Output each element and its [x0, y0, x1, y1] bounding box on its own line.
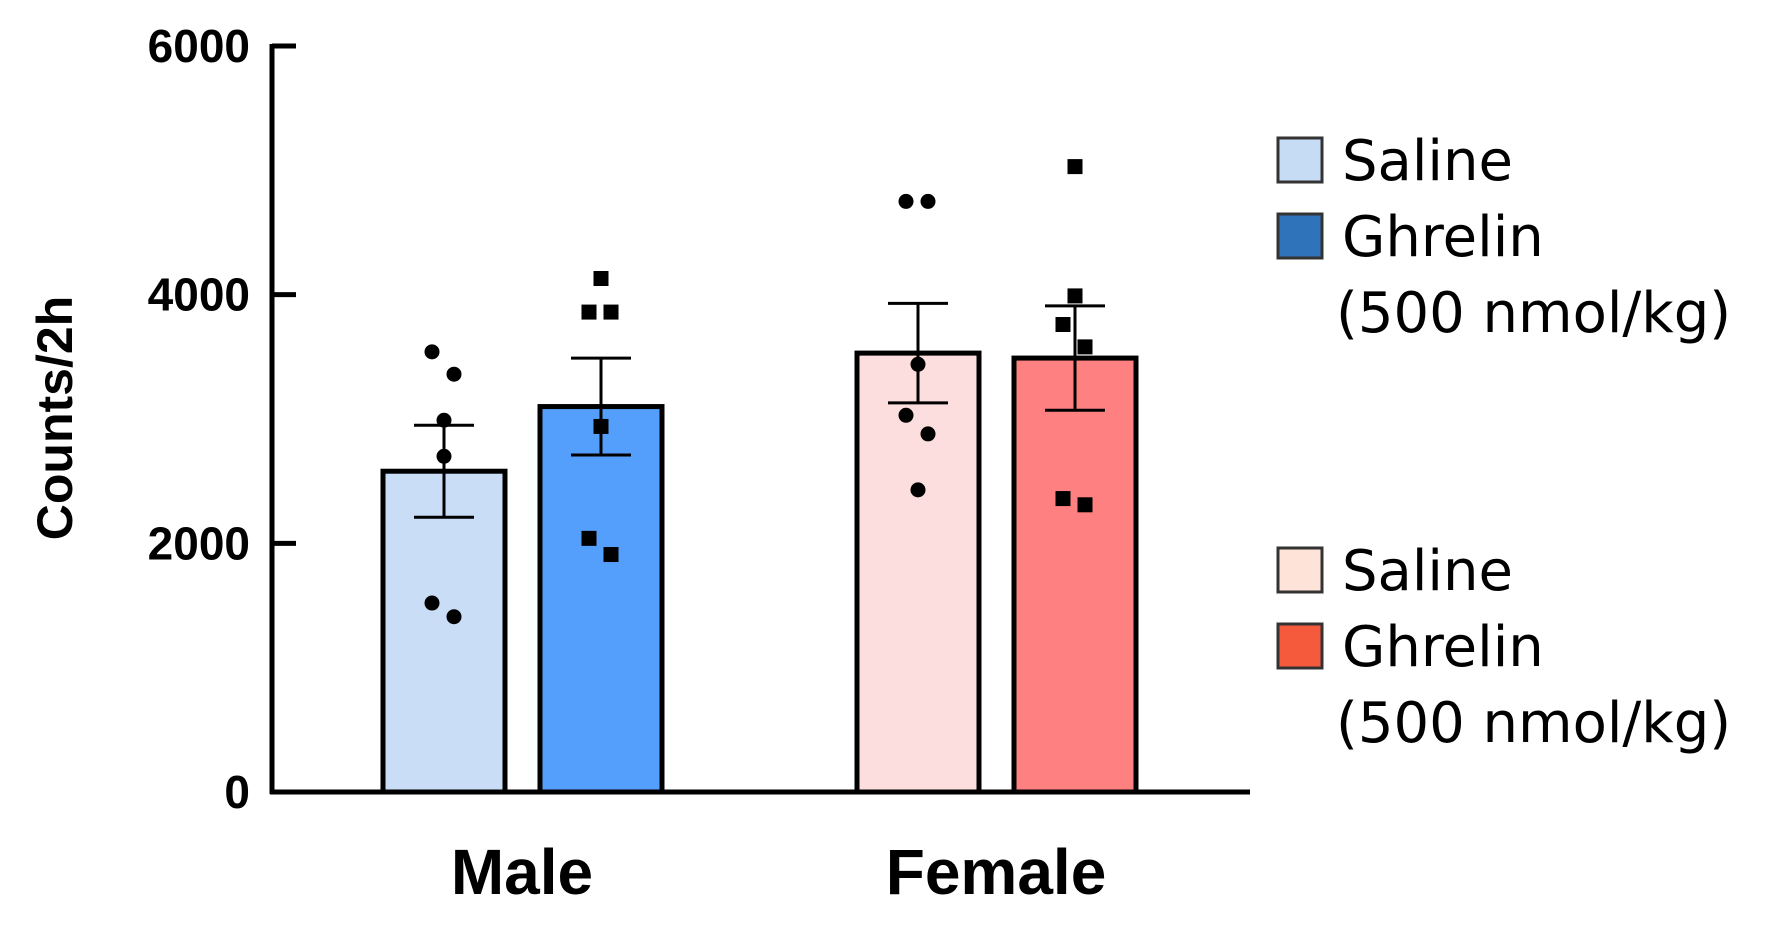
legend-sublabel: (500 nmol/kg) — [1336, 281, 1731, 346]
data-point — [424, 344, 440, 360]
bar-male-saline — [380, 468, 508, 795]
legend-label: Saline — [1342, 539, 1513, 604]
data-point — [581, 530, 597, 546]
data-point — [1055, 491, 1071, 507]
legend-label: Ghrelin — [1342, 615, 1544, 680]
x-category-label: Male — [451, 836, 593, 908]
legend-swatch-male-ghrelin — [1276, 212, 1324, 260]
data-point — [920, 193, 936, 209]
data-point — [1077, 339, 1093, 355]
y-tick-label: 2000 — [148, 517, 250, 569]
legend-swatch-male-saline — [1276, 136, 1324, 184]
data-point — [1055, 317, 1071, 333]
chart-error-bars — [414, 301, 1105, 519]
x-category-label: Female — [886, 836, 1107, 908]
data-point — [603, 304, 619, 320]
chart-category-labels: Male Female — [451, 836, 1106, 908]
data-point — [898, 193, 914, 209]
y-axis-title: Counts/2h — [27, 296, 83, 540]
bar-male-ghrelin — [537, 404, 665, 795]
data-point — [1067, 288, 1083, 304]
legend-label: Ghrelin — [1342, 205, 1544, 270]
data-point — [898, 407, 914, 423]
bar-female-ghrelin — [1011, 355, 1139, 795]
data-point — [1067, 159, 1083, 175]
data-point — [581, 304, 597, 320]
chart-bars — [380, 350, 1139, 795]
bar-female-saline — [854, 350, 982, 795]
data-point — [424, 595, 440, 611]
data-point — [593, 271, 609, 287]
chart-points — [424, 159, 1093, 625]
legend-swatch-female-saline — [1276, 546, 1324, 594]
data-point — [603, 547, 619, 563]
data-point — [1077, 497, 1093, 513]
data-point — [446, 366, 462, 382]
legend-swatch-female-ghrelin — [1276, 622, 1324, 670]
y-tick-label: 0 — [224, 766, 250, 818]
data-point — [920, 426, 936, 442]
legend-label: Saline — [1342, 129, 1513, 194]
legend-sublabel: (500 nmol/kg) — [1336, 691, 1731, 756]
y-tick-label: 6000 — [148, 20, 250, 72]
y-tick-label: 4000 — [148, 269, 250, 321]
data-point — [446, 609, 462, 625]
chart-legend: Saline Ghrelin (500 nmol/kg) Saline Ghrelin (… — [1276, 129, 1731, 756]
data-point — [910, 482, 926, 498]
